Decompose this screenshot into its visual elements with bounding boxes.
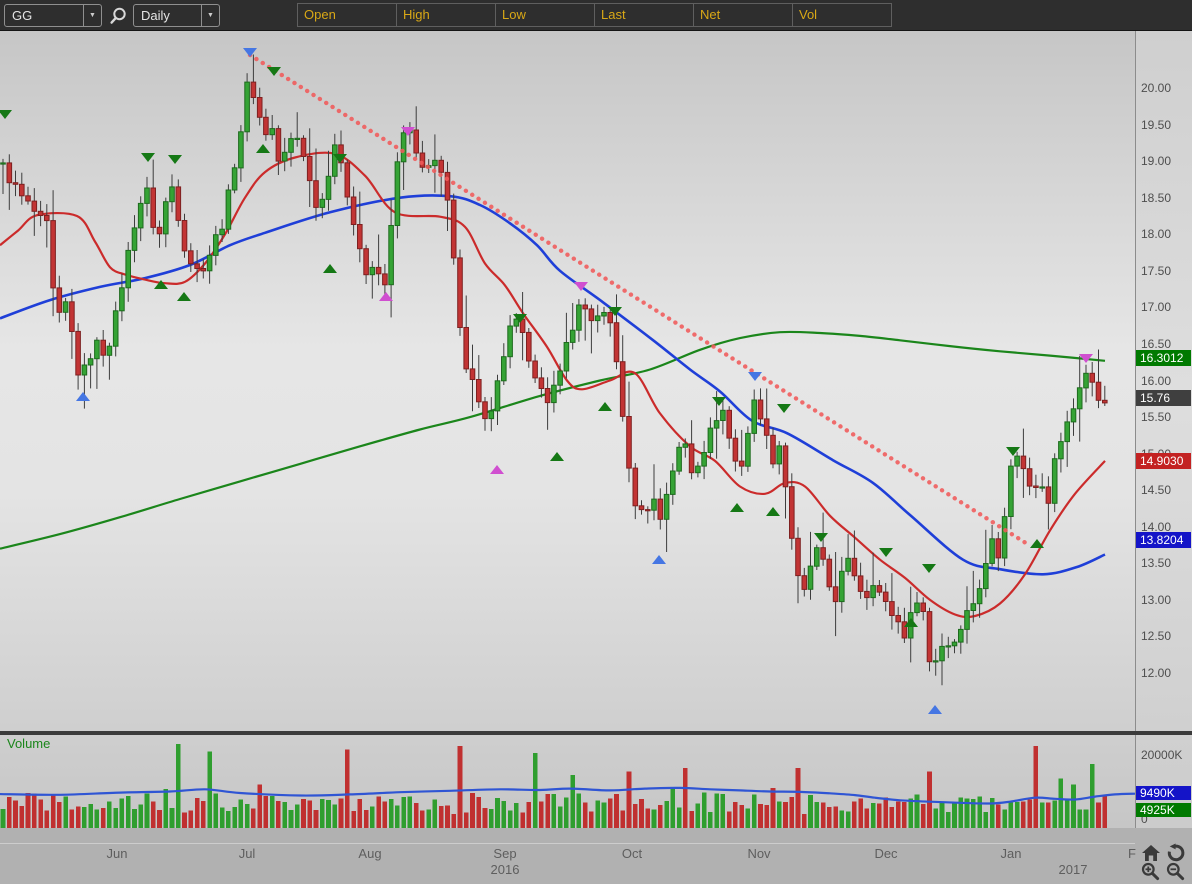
chevron-down-icon[interactable]: ▼ [201,5,219,26]
quote-column-open: Open [304,7,336,22]
symbol-search-button[interactable] [106,4,130,27]
quote-column-vol: Vol [792,4,891,26]
quote-column-net: Net [693,4,792,26]
interval-value: Daily [141,8,170,23]
zoom-out-button[interactable] [1166,862,1186,882]
zoom-in-button[interactable] [1141,862,1161,882]
chart-canvas[interactable] [0,31,1135,828]
quote-column-low: Low [495,4,594,26]
zoom-out-icon [1166,862,1185,881]
symbol-value: GG [12,8,33,23]
price-axis[interactable] [1135,31,1192,828]
toolbar: GG ▼ Daily ▼ Open High Low Last Net Vol [0,0,1192,31]
quote-column-last: Last [594,4,693,26]
interval-select[interactable]: Daily ▼ [133,4,220,27]
home-icon [1142,845,1160,861]
chevron-down-icon[interactable]: ▼ [83,5,101,26]
quote-board: Open High Low Last Net Vol [297,3,892,27]
time-axis[interactable] [0,828,1192,884]
undo-button[interactable] [1166,843,1186,863]
search-icon [110,7,126,24]
undo-icon [1167,843,1185,862]
home-button[interactable] [1141,843,1161,863]
symbol-select[interactable]: GG ▼ [4,4,102,27]
time-axis-divider [0,843,1135,844]
pane-divider[interactable] [0,731,1192,735]
zoom-in-icon [1141,862,1160,881]
quote-column-high: High [396,4,495,26]
